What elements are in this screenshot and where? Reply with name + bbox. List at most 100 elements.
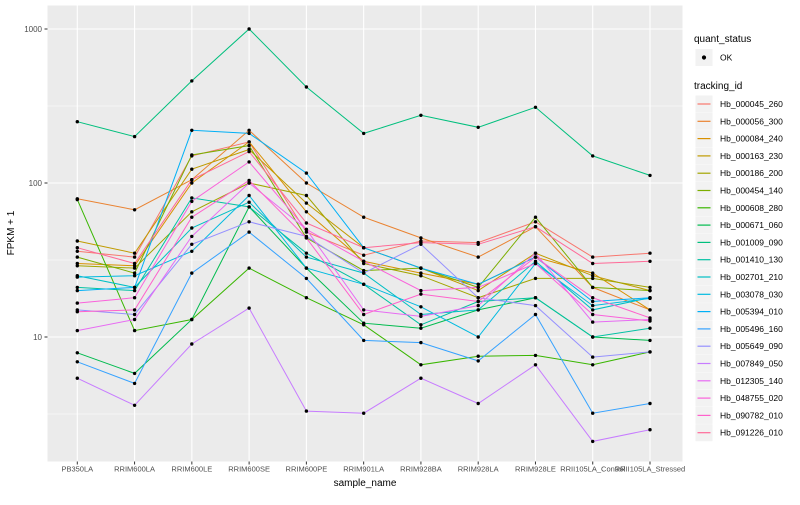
data-point	[419, 340, 423, 345]
data-point	[132, 403, 137, 407]
legend-title-quant-status: quant_status	[694, 34, 751, 45]
data-point	[132, 134, 137, 139]
data-point	[362, 246, 366, 250]
data-point	[304, 193, 309, 198]
data-point	[419, 363, 423, 367]
x-tick-label: RRIM901LA	[343, 465, 384, 474]
data-point	[75, 288, 80, 293]
legend-label: Hb_000454_140	[720, 186, 783, 196]
data-point	[533, 105, 538, 110]
x-tick-label: RRIM600LE	[171, 465, 212, 474]
data-point	[648, 259, 652, 263]
data-point	[419, 292, 423, 296]
data-point	[190, 128, 194, 132]
data-point	[591, 276, 595, 281]
data-point	[304, 266, 309, 270]
y-tick-label: 10	[33, 333, 42, 342]
data-point	[591, 411, 595, 415]
legend-label: Hb_001410_130	[720, 255, 783, 265]
data-point	[247, 131, 251, 136]
data-point	[304, 181, 309, 185]
data-point	[533, 261, 538, 266]
data-point	[533, 276, 538, 281]
data-point	[247, 220, 251, 224]
data-point	[304, 236, 309, 240]
data-point	[419, 240, 423, 245]
data-point	[190, 79, 194, 83]
data-point	[591, 303, 595, 308]
data-point	[75, 120, 80, 124]
data-point	[75, 246, 80, 250]
data-point	[304, 85, 309, 89]
data-point	[132, 255, 137, 259]
data-point	[476, 255, 480, 259]
legend-label: Hb_091226_010	[720, 428, 783, 438]
data-point	[533, 255, 538, 259]
data-point	[591, 439, 595, 444]
data-point	[476, 354, 480, 358]
data-point	[132, 266, 137, 270]
data-point	[304, 276, 309, 281]
legend-label: Hb_000056_300	[720, 116, 783, 126]
data-point	[476, 125, 480, 129]
data-point	[476, 299, 480, 304]
legend-label: Hb_005649_090	[720, 341, 783, 351]
data-point	[190, 196, 194, 200]
data-point	[304, 210, 309, 214]
data-point	[247, 27, 251, 31]
data-point	[591, 274, 595, 278]
data-point	[132, 271, 137, 275]
data-point	[648, 173, 652, 178]
legend-label: Hb_002701_210	[720, 272, 783, 282]
legend-label: Hb_000608_280	[720, 203, 783, 213]
y-tick-label: 100	[29, 179, 43, 188]
legend-label: Hb_000163_230	[720, 151, 783, 161]
data-point	[247, 205, 251, 209]
x-tick-label: PB350LA	[61, 465, 93, 474]
data-point	[591, 355, 595, 359]
x-tick-label: RRIM600PE	[286, 465, 328, 474]
data-point	[419, 288, 423, 293]
x-tick-label: RRIM928LE	[515, 465, 556, 474]
data-point	[190, 181, 194, 185]
data-point	[75, 285, 80, 290]
data-point	[419, 271, 423, 275]
data-point	[304, 201, 309, 205]
legend-label: Hb_007849_050	[720, 359, 783, 369]
data-point	[304, 230, 309, 234]
data-point	[75, 249, 80, 253]
legend-label-ok: OK	[720, 53, 733, 63]
gridlines	[47, 5, 683, 462]
data-point	[132, 296, 137, 300]
data-point	[132, 274, 137, 278]
data-point	[648, 338, 652, 343]
data-point	[476, 288, 480, 293]
data-point	[362, 215, 366, 219]
legend-label: Hb_000045_260	[720, 99, 783, 109]
data-point	[190, 242, 194, 246]
data-point	[419, 236, 423, 240]
data-point	[190, 215, 194, 219]
data-point	[362, 271, 366, 275]
data-point	[190, 234, 194, 239]
data-point	[304, 171, 309, 175]
data-point	[132, 251, 137, 255]
data-point	[190, 249, 194, 253]
data-point	[132, 371, 137, 376]
y-tick-label: 1000	[24, 25, 42, 34]
data-point	[533, 215, 538, 219]
data-point	[476, 303, 480, 308]
data-point	[533, 303, 538, 308]
data-point	[648, 319, 652, 323]
data-point	[362, 312, 366, 317]
data-point	[247, 193, 251, 198]
data-point	[476, 242, 480, 246]
data-point	[533, 225, 538, 229]
data-point	[419, 314, 423, 319]
data-point	[247, 200, 251, 204]
data-point	[190, 317, 194, 322]
data-point	[591, 154, 595, 158]
legend-label: Hb_000671_060	[720, 220, 783, 230]
data-point	[304, 227, 309, 232]
